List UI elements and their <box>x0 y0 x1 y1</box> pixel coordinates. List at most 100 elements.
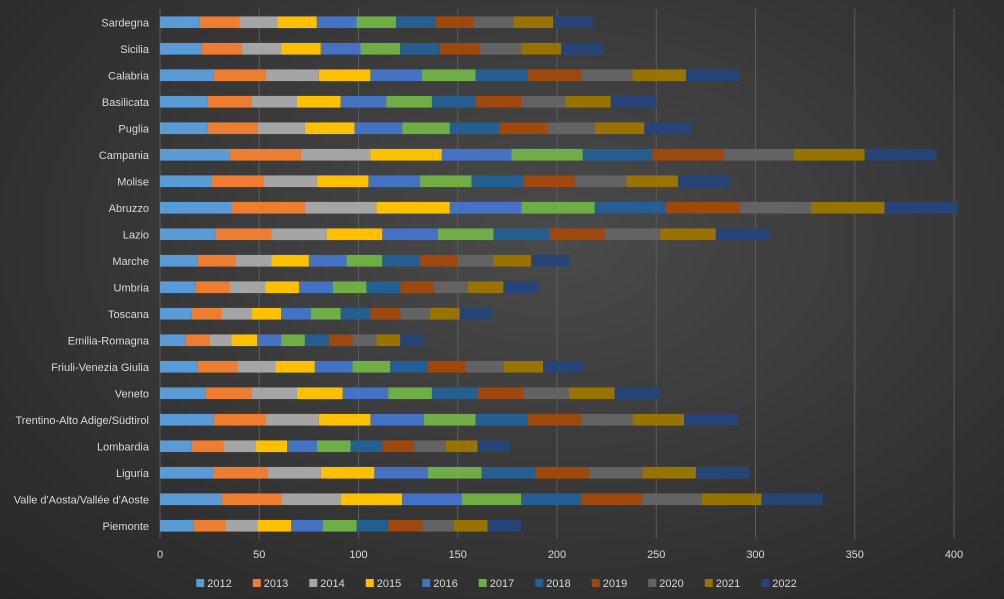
legend-swatch-2019 <box>591 579 600 587</box>
bar-friuli-venezia-giulia-2021 <box>503 360 544 373</box>
bar-toscana-2017 <box>310 307 341 320</box>
tick-label-50: 50 <box>253 549 265 561</box>
category-label-trentino-alto-adige-sudtirol: Trentino-Alto Adige/Südtirol <box>16 415 150 427</box>
bar-valle-d-aosta-vallee-d-aoste-2021 <box>701 493 762 506</box>
bar-valle-d-aosta-vallee-d-aoste-2018 <box>521 493 581 506</box>
bar-lazio-2013 <box>215 228 272 241</box>
bar-umbria-2013 <box>195 281 230 294</box>
bar-sicilia-2022 <box>560 42 603 55</box>
bar-marche-2019 <box>420 254 458 267</box>
bar-piemonte-2013 <box>193 519 226 532</box>
bar-umbria-2012 <box>160 281 196 294</box>
bar-liguria-2015 <box>320 466 375 479</box>
bar-lombardia-2018 <box>350 440 383 453</box>
category-label-toscana: Toscana <box>108 309 150 321</box>
bar-piemonte-2014 <box>225 519 258 532</box>
bar-veneto-2014 <box>251 387 297 400</box>
bar-veneto-2017 <box>388 387 432 400</box>
bar-calabria-2013 <box>213 69 266 82</box>
bar-sardegna-2022 <box>553 16 593 29</box>
bar-emilia-romagna-2015 <box>231 334 258 347</box>
bar-trentino-alto-adige-sudtirol-2014 <box>265 413 319 426</box>
bar-trentino-alto-adige-sudtirol-2018 <box>475 413 528 426</box>
bar-campania-2020 <box>723 148 794 161</box>
legend-swatch-2018 <box>535 579 544 587</box>
bar-piemonte-2020 <box>422 519 454 532</box>
legend: 2012 2013 2014 2015 2016 2017 2018 2019 2020 2021… <box>196 578 797 590</box>
legend-swatch-2014 <box>309 579 318 587</box>
bar-emilia-romagna-2021 <box>376 334 401 347</box>
bar-sicilia-2021 <box>521 42 561 55</box>
bar-toscana-2014 <box>221 307 252 320</box>
legend-swatch-2016 <box>422 579 431 587</box>
legend-swatch-2015 <box>365 579 374 587</box>
category-label-lazio: Lazio <box>123 229 149 241</box>
bar-friuli-venezia-giulia-2013 <box>197 360 238 373</box>
bar-calabria-2014 <box>265 69 319 82</box>
bar-abruzzo-2012 <box>160 201 232 214</box>
bar-veneto-2018 <box>431 387 478 400</box>
bar-trentino-alto-adige-sudtirol-2013 <box>213 413 266 426</box>
bar-basilicata-2014 <box>251 95 297 108</box>
bar-friuli-venezia-giulia-2020 <box>465 360 504 373</box>
bar-marche-2013 <box>197 254 236 267</box>
bar-emilia-romagna-2016 <box>257 334 282 347</box>
bar-puglia-2013 <box>207 122 258 135</box>
bar-lombardia-2019 <box>382 440 415 453</box>
legend-swatch-2012 <box>196 579 205 587</box>
legend-swatch-2017 <box>478 579 487 587</box>
bar-lombardia-2014 <box>223 440 256 453</box>
bar-puglia-2019 <box>499 122 548 135</box>
bar-friuli-venezia-giulia-2016 <box>314 360 353 373</box>
bar-marche-2021 <box>493 254 532 267</box>
bar-friuli-venezia-giulia-2012 <box>160 360 198 373</box>
bar-molise-2021 <box>626 175 679 188</box>
tick-label-100: 100 <box>349 549 367 561</box>
bar-emilia-romagna-2020 <box>352 334 377 347</box>
bar-campania-2013 <box>229 148 301 161</box>
bar-piemonte-2022 <box>487 519 522 532</box>
bar-lazio-2022 <box>715 228 770 241</box>
bar-sardegna-2012 <box>160 16 200 29</box>
category-label-puglia: Puglia <box>118 123 149 135</box>
category-label-veneto: Veneto <box>115 388 149 400</box>
bar-calabria-2020 <box>580 69 633 82</box>
bar-lazio-2012 <box>160 228 216 241</box>
bar-sardegna-2015 <box>277 16 317 29</box>
bar-liguria-2012 <box>160 466 214 479</box>
bar-toscana-2019 <box>370 307 401 320</box>
category-label-friuli-venezia-giulia: Friuli-Venezia Giulia <box>51 362 150 374</box>
bar-toscana-2018 <box>340 307 371 320</box>
bar-valle-d-aosta-vallee-d-aoste-2019 <box>580 493 643 506</box>
bar-piemonte-2019 <box>388 519 423 532</box>
bar-sicilia-2020 <box>479 42 522 55</box>
bar-basilicata-2016 <box>340 95 387 108</box>
bar-sardegna-2021 <box>513 16 554 29</box>
bar-molise-2020 <box>574 175 627 188</box>
bar-friuli-venezia-giulia-2015 <box>275 360 315 373</box>
legend-swatch-2013 <box>252 579 261 587</box>
bar-toscana-2015 <box>251 307 282 320</box>
bar-marche-2014 <box>235 254 272 267</box>
legend-label-2015: 2015 <box>377 578 401 590</box>
bar-piemonte-2018 <box>356 519 389 532</box>
bar-puglia-2021 <box>594 122 645 135</box>
bar-marche-2018 <box>382 254 421 267</box>
bar-abruzzo-2019 <box>666 201 740 214</box>
bar-molise-2014 <box>263 175 317 188</box>
legend-swatch-2020 <box>648 579 657 587</box>
legend-label-2017: 2017 <box>490 578 514 590</box>
tick-label-400: 400 <box>945 549 963 561</box>
bar-calabria-2012 <box>160 69 214 82</box>
bar-marche-2020 <box>457 254 494 267</box>
bar-abruzzo-2022 <box>884 201 958 214</box>
bar-toscana-2022 <box>459 307 492 320</box>
bar-valle-d-aosta-vallee-d-aoste-2013 <box>221 493 282 506</box>
bar-abruzzo-2013 <box>231 201 305 214</box>
bar-emilia-romagna-2014 <box>209 334 232 347</box>
bar-molise-2013 <box>211 175 264 188</box>
bar-calabria-2018 <box>475 69 528 82</box>
bar-campania-2014 <box>300 148 371 161</box>
bar-calabria-2022 <box>686 69 740 82</box>
